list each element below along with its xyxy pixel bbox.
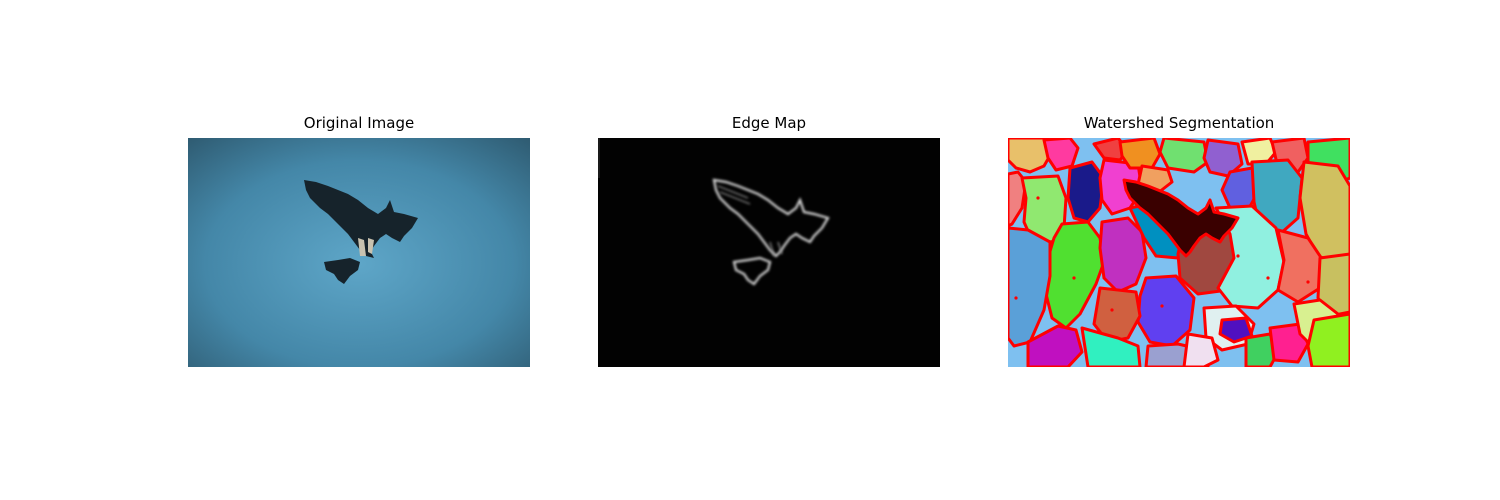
eagle-talons [358, 238, 374, 256]
segmentation-noise-specks [1014, 196, 1310, 312]
eagle-segment [1122, 178, 1240, 258]
original-image-title: Original Image [303, 114, 415, 132]
original-image [188, 138, 530, 367]
bird-edge-outline [712, 178, 830, 286]
bird-inner-edges [717, 185, 783, 257]
prey-bird-silhouette [324, 258, 360, 284]
edge-map [598, 138, 940, 367]
watershed-segmentation [1008, 138, 1350, 367]
edge-map-panel [598, 138, 940, 367]
edge-background [598, 138, 940, 367]
watershed-segmentation-title: Watershed Segmentation [1083, 114, 1275, 132]
sky-background [188, 138, 530, 367]
watershed-segmentation-panel [1008, 138, 1350, 367]
original-image-panel [188, 138, 530, 367]
edge-map-title: Edge Map [731, 114, 807, 132]
